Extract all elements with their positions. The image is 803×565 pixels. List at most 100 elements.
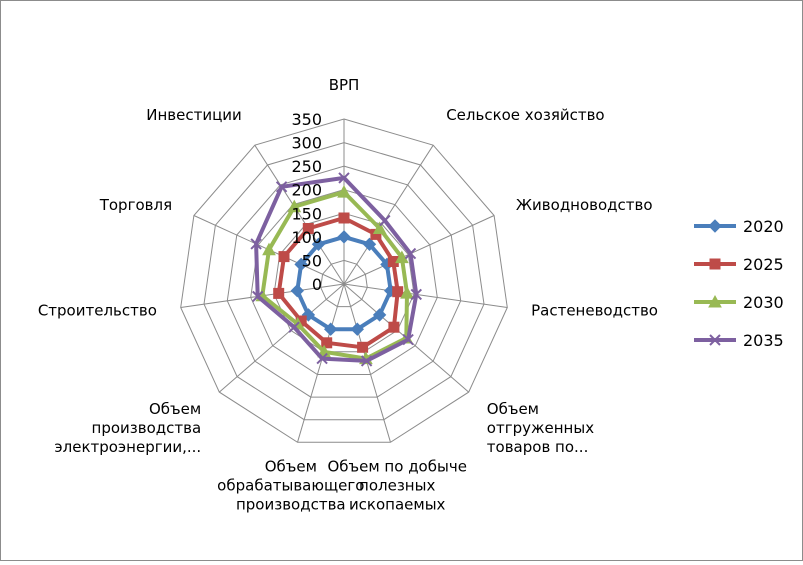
category-label: Инвестиции [146,106,242,124]
category-label-line: Растеневодство [531,301,658,319]
data-point [392,286,404,298]
series-line [260,190,409,361]
category-label-line: электроэнергии,... [54,438,201,456]
data-point [709,334,721,346]
data-point [273,287,285,299]
tick-label: 50 [302,251,322,270]
data-point [323,322,338,336]
radar-grid [180,118,508,443]
data-point [278,251,290,263]
legend-item-2025: 2025 [694,255,784,274]
data-point [294,257,308,272]
data-point [360,355,373,367]
data-point [287,199,302,213]
grid-ring [180,118,508,443]
category-label: Сельское хозяйство [446,106,604,124]
category-label: Объем по добыче полезных ископаемых [327,457,466,513]
category-label-line: Объем [265,457,317,475]
legend-item-2030: 2030 [694,293,784,312]
category-label-line: Строительство [38,301,157,319]
category-label-line: Объем по добыче [327,457,466,475]
grid-spoke [297,283,345,443]
data-point [251,290,264,303]
category-label: Объем производства электроэнергии,... [54,400,201,456]
data-point [288,321,300,333]
tick-label: 150 [291,204,322,223]
grid-spoke [254,144,345,285]
category-label: ВРП [329,76,360,94]
data-point [709,258,721,270]
data-point [357,341,369,353]
category-label-line: ВРП [329,76,360,94]
grid-ring [226,165,462,398]
tick-label: 200 [291,181,322,200]
data-point [400,286,414,299]
data-point [350,322,365,336]
category-label-line: Сельское хозяйство [446,106,604,124]
tick-label: 250 [291,157,322,176]
category-label-line: Объем [149,400,201,418]
category-label-line: обрабатывающего [217,476,364,494]
data-point [402,333,414,346]
category-label-line: Объем [487,400,539,418]
data-point [337,185,351,198]
data-point [250,238,262,250]
category-label-line: производства [236,495,346,513]
grid-ring [250,189,438,375]
grid-spoke [343,283,508,308]
category-label-line: полезных [359,476,435,494]
data-point [404,247,417,260]
data-point [410,288,423,301]
category-label: Строительство [38,301,157,319]
radar-series [250,172,423,367]
data-point [338,172,350,184]
data-point [311,237,326,252]
category-label: Растеневодство [531,301,658,319]
category-labels: ВРП Сельское хозяйство Живодноводство Расте… [38,76,658,513]
data-point [337,230,351,244]
grid-spoke [218,283,345,393]
category-label-line: ископаемых [349,495,446,513]
series-2035 [250,172,423,367]
grid-ring [320,259,368,308]
series-2025 [273,212,404,353]
legend-label: 2025 [743,255,784,274]
data-point [708,294,722,308]
category-label-line: товаров по... [487,438,589,456]
category-label-line: производства [92,419,202,437]
legend: 2020 2025 2030 2035 [694,217,784,350]
category-label: Объем обрабатывающего производства [217,457,364,513]
data-point [372,221,387,234]
legend-item-2020: 2020 [694,217,784,236]
data-point [362,237,377,252]
legend-label: 2035 [743,331,784,350]
legend-item-2035: 2035 [694,331,784,350]
category-label-line: Живодноводство [516,196,653,214]
grid-ring [273,212,415,353]
grid-spoke [343,144,434,285]
data-point [275,181,288,193]
tick-label: 100 [291,228,322,247]
data-point [395,250,409,264]
tick-label: 350 [291,110,322,129]
category-label-line: отгруженных [487,419,594,437]
data-point [338,212,350,224]
grid-ring [203,142,485,421]
data-point [708,219,722,233]
category-label: Живодноводство [516,196,653,214]
legend-label: 2020 [743,217,784,236]
data-point [262,242,276,256]
radial-tick-labels: 0 50 100 150 200 250 300 350 [291,110,322,294]
grid-spoke [343,215,495,285]
data-point [372,308,387,322]
data-point [290,283,305,298]
category-label: Объем отгруженных товаров по... [487,400,594,456]
data-point [388,321,400,333]
tick-label: 0 [312,275,322,294]
category-label-line: Инвестиции [146,106,242,124]
legend-label: 2030 [743,293,784,312]
data-point [379,214,391,227]
data-point [302,223,314,234]
data-point [321,337,333,349]
